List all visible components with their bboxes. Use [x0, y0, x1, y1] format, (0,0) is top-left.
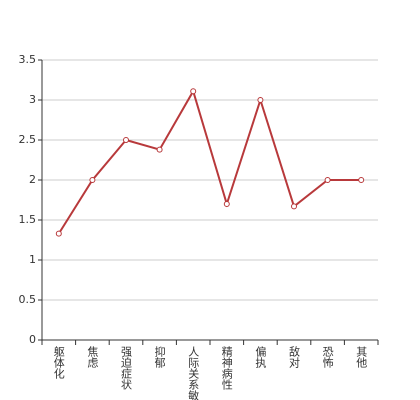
point — [156, 146, 163, 153]
x-tick-label: 敌对 — [288, 345, 301, 368]
point — [257, 97, 264, 103]
y-tick-label: 0 — [29, 333, 36, 346]
line — [57, 88, 362, 235]
x-tick-label: 焦虑 — [86, 346, 99, 368]
y-tick-label: 3 — [29, 93, 36, 106]
x-tick-label: 偏执 — [254, 345, 267, 369]
y-tick-label: 1 — [29, 253, 36, 266]
y-tick-label: 2 — [29, 173, 36, 186]
point — [223, 201, 230, 207]
y-tick-label: 0.5 — [19, 293, 37, 306]
x-tick-label: 抑郁 — [153, 345, 166, 368]
point — [123, 137, 129, 143]
point — [89, 177, 96, 183]
point — [358, 177, 365, 183]
x-tick-label: 精神病性 — [220, 346, 233, 391]
y-tick-label: 2.5 — [19, 133, 37, 146]
x-tick-label: 强迫症状 — [120, 346, 133, 390]
x-tick-label: 人际关系敏感 — [187, 346, 200, 400]
point — [324, 177, 331, 183]
point — [291, 203, 297, 210]
point — [190, 88, 197, 95]
x-tick-label: 躯体化 — [52, 346, 65, 380]
x-tick-label: 恐怖 — [321, 346, 334, 368]
y-tick-label: 3.5 — [19, 53, 37, 66]
x-tick-label: 其他 — [355, 346, 368, 368]
point — [55, 230, 62, 237]
y-tick-label: 1.5 — [19, 213, 37, 226]
